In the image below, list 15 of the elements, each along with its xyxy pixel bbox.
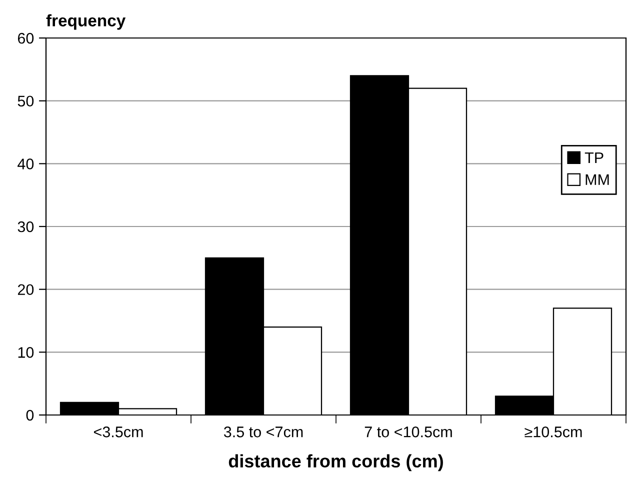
x-tick-label: ≥10.5cm [524,426,582,438]
y-tick-label: 40 [18,158,34,170]
x-tick-label: 3.5 to <7cm [224,426,303,438]
legend-label: MM [586,174,609,185]
legend-label: TP [584,152,604,163]
y-tick-label: 60 [18,32,34,44]
y-tick-label: 10 [18,347,34,358]
x-tick-label: 7 to <10.5cm [364,426,452,438]
y-tick-label: 0 [26,410,34,421]
y-tick-label: 50 [18,96,34,107]
x-tick-label: <3.5cm [94,426,143,438]
y-tick-label: 30 [18,221,34,232]
y-tick-label: 20 [18,284,34,296]
x-axis-title: distance from cords (cm) [228,454,443,472]
y-axis-title: frequency [46,14,126,30]
